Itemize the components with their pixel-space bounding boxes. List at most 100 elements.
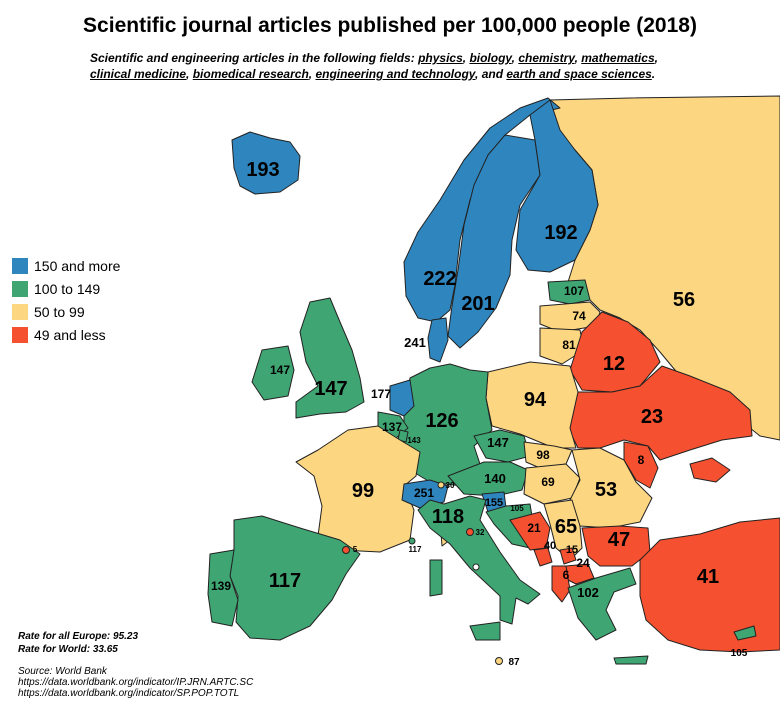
- legend-swatch: [12, 303, 28, 320]
- legend-label: 150 and more: [34, 257, 121, 274]
- sep: ,: [186, 67, 193, 81]
- region-kosovo: [559, 547, 577, 565]
- label-uk: 147: [314, 378, 347, 400]
- region-serbia: [543, 499, 583, 561]
- dot-vatican: [472, 563, 480, 571]
- dot-san-marino: [466, 528, 474, 536]
- region-cyprus: [733, 625, 757, 641]
- label-north-macedonia: 24: [576, 556, 590, 570]
- label-luxembourg: 143: [407, 436, 421, 445]
- region-italy: [417, 495, 541, 625]
- region-switzerland: [401, 479, 449, 509]
- region-iceland: [231, 131, 301, 195]
- label-iceland: 193: [246, 159, 279, 181]
- sep: ,: [511, 51, 519, 65]
- region-ukraine: [567, 365, 753, 461]
- region-portugal: [207, 549, 239, 627]
- rates-note: Rate for all Europe: 95.23 Rate for Worl…: [18, 630, 138, 656]
- region-sweden: [447, 134, 541, 349]
- source-url-1: https://data.worldbank.org/indicator/IP.…: [18, 677, 254, 688]
- source-note: Source: World Bank https://data.worldban…: [18, 666, 253, 699]
- label-finland: 192: [544, 222, 577, 244]
- sep: ,: [462, 51, 470, 65]
- dot-monaco: [408, 537, 416, 545]
- label-moldova: 8: [638, 453, 645, 467]
- source-url-2: https://data.worldbank.org/indicator/SP.…: [18, 688, 240, 699]
- region-bosnia: [509, 511, 551, 551]
- legend-swatch: [12, 257, 28, 274]
- sep: ,: [574, 51, 582, 65]
- sep: ,: [308, 67, 316, 81]
- label-lithuania: 81: [562, 338, 576, 352]
- label-andorra: 5: [353, 545, 358, 554]
- region-sicily: [469, 621, 501, 641]
- region-greece: [567, 567, 637, 641]
- region-montenegro: [533, 547, 553, 567]
- field-clinical-medicine: clinical medicine: [90, 67, 187, 81]
- region-belarus: [569, 311, 661, 393]
- region-denmark: [427, 317, 449, 363]
- label-belgium: 137: [382, 420, 402, 434]
- label-cyprus: 105: [731, 648, 748, 659]
- label-bulgaria: 47: [608, 529, 630, 551]
- label-montenegro: 40: [544, 540, 556, 552]
- region-finland: [515, 99, 599, 273]
- label-greece: 102: [577, 585, 599, 600]
- label-denmark: 241: [404, 335, 426, 350]
- dot-malta: [495, 657, 503, 665]
- dot-liechtenstein: [437, 481, 445, 489]
- label-netherlands: 177: [371, 387, 391, 401]
- label-czechia: 147: [487, 435, 509, 450]
- label-ukraine: 23: [641, 406, 663, 428]
- legend-label: 100 to 149: [34, 280, 101, 297]
- label-norway: 222: [423, 268, 456, 290]
- legend-swatch: [12, 280, 28, 297]
- label-albania: 6: [563, 568, 570, 582]
- label-kosovo: 15: [566, 544, 578, 556]
- region-albania: [551, 565, 571, 603]
- field-mathematics: mathematics: [581, 51, 655, 65]
- sep: ,: [654, 51, 658, 65]
- field-earth-space: earth and space sciences: [506, 67, 652, 81]
- region-crete: [613, 655, 649, 665]
- region-netherlands: [389, 379, 415, 417]
- legend-label: 49 and less: [34, 326, 106, 343]
- region-ireland: [251, 345, 295, 401]
- map-legend: 150 and more 100 to 149 50 to 99 49 and …: [12, 254, 120, 346]
- label-slovenia: 155: [485, 497, 503, 509]
- label-switzerland: 251: [414, 486, 434, 500]
- label-latvia: 74: [572, 309, 586, 323]
- europe-rate: Rate for all Europe: 95.23: [18, 631, 139, 642]
- field-biology: biology: [469, 51, 512, 65]
- legend-item: 150 and more: [12, 254, 120, 277]
- field-engineering: engineering and technology: [315, 67, 476, 81]
- map-title: Scientific journal articles published pe…: [83, 14, 697, 37]
- legend-item: 50 to 99: [12, 300, 120, 323]
- label-austria: 140: [484, 471, 506, 486]
- label-ireland: 147: [270, 363, 290, 377]
- field-physics: physics: [418, 51, 463, 65]
- subtitle-prefix: Scientific and engineering articles in t…: [90, 51, 419, 65]
- label-poland: 94: [524, 389, 547, 411]
- label-croatia: 105: [510, 504, 524, 513]
- region-romania: [567, 447, 653, 529]
- label-monaco: 117: [409, 545, 422, 554]
- legend-item: 100 to 149: [12, 277, 120, 300]
- label-turkey: 41: [697, 566, 719, 588]
- region-sardinia: [429, 559, 443, 597]
- label-romania: 53: [595, 479, 617, 501]
- sep: .: [651, 67, 656, 81]
- label-serbia: 65: [555, 516, 577, 538]
- region-estonia: [547, 279, 591, 305]
- field-chemistry: chemistry: [518, 51, 575, 65]
- region-luxembourg: [397, 429, 409, 443]
- label-italy: 118: [432, 506, 464, 528]
- dot-andorra: [342, 546, 350, 554]
- label-slovakia: 98: [536, 448, 550, 462]
- label-germany: 126: [425, 410, 458, 432]
- source-label: Source: World Bank: [18, 666, 107, 677]
- label-liechtenstein: 30: [446, 481, 455, 490]
- region-lithuania: [539, 327, 585, 365]
- label-bosnia: 21: [527, 521, 541, 535]
